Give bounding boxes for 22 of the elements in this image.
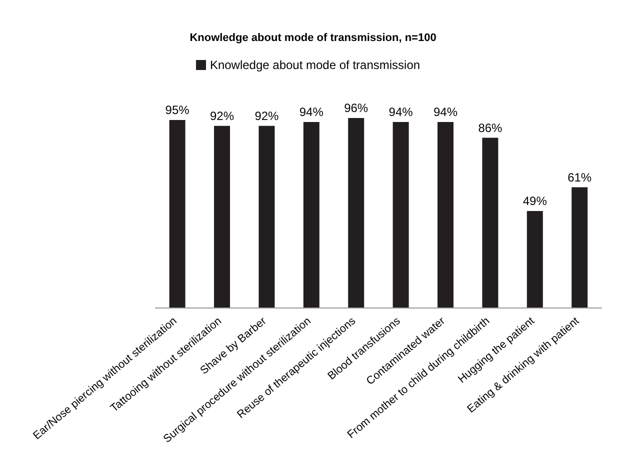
data-label: 96% bbox=[344, 101, 368, 115]
data-label: 94% bbox=[299, 104, 324, 119]
data-label: 95% bbox=[165, 102, 190, 117]
bar bbox=[348, 118, 364, 308]
legend-label: Knowledge about mode of transmission bbox=[210, 58, 420, 72]
bar bbox=[392, 122, 409, 308]
bar bbox=[438, 122, 454, 308]
data-label: 94% bbox=[433, 104, 458, 119]
data-label: 92% bbox=[210, 108, 234, 123]
chart-title: Knowledge about mode of transmission, n=100 bbox=[188, 32, 438, 46]
data-label: 92% bbox=[254, 108, 280, 123]
data-label: 61% bbox=[568, 170, 592, 184]
data-label: 49% bbox=[522, 194, 548, 208]
data-label: 94% bbox=[388, 104, 414, 119]
bar bbox=[258, 126, 275, 308]
bar bbox=[169, 120, 186, 308]
data-label: 86% bbox=[478, 120, 503, 135]
bar bbox=[572, 187, 588, 308]
bar bbox=[526, 211, 543, 308]
bar bbox=[214, 126, 230, 308]
bar bbox=[303, 122, 320, 308]
bar bbox=[482, 138, 498, 308]
